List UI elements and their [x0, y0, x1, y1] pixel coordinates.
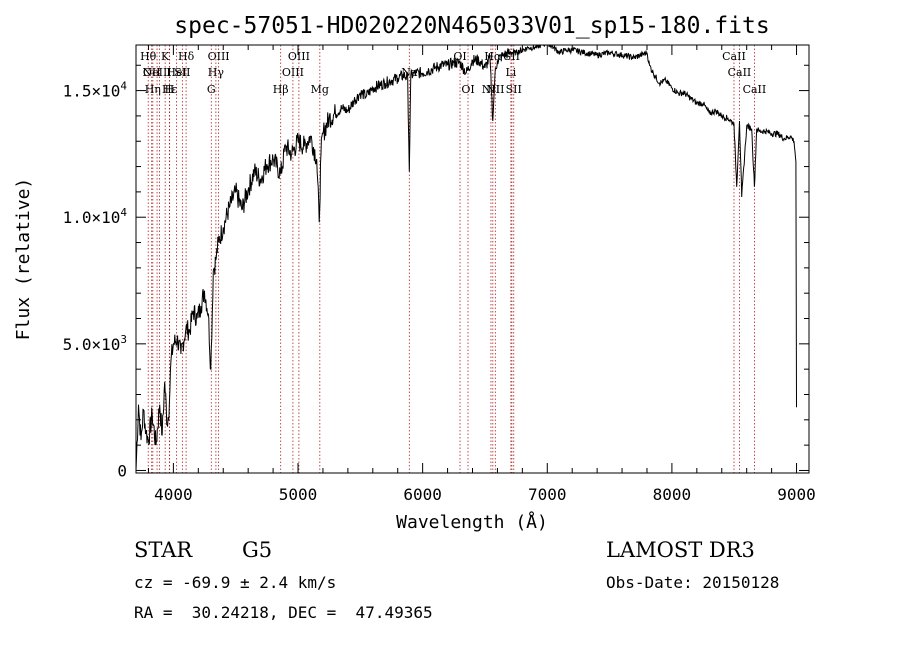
object-subclass: G5 [242, 538, 273, 562]
spectral-line-label: OI [461, 83, 474, 96]
spectral-line-label: Li [505, 66, 516, 79]
spectral-line-label: OIII [282, 66, 304, 79]
spectral-line-label: SII [174, 66, 190, 79]
coordinates: RA = 30.24218, DEC = 47.49365 [134, 603, 433, 622]
spectral-line-label: Na [401, 66, 418, 79]
y-axis-title: Flux (relative) [13, 178, 34, 341]
y-tick-label: 0 [117, 461, 127, 480]
object-class: STAR [134, 538, 193, 562]
spectral-line-label: NII [486, 83, 504, 96]
spectral-line-label: CaII [722, 50, 746, 63]
x-tick-label: 5000 [279, 485, 318, 504]
spectral-line-label: OIII [288, 50, 310, 63]
spectral-line-label: Hβ [273, 83, 289, 96]
spectral-line-label: CaII [728, 66, 752, 79]
spectral-line-label: NeIII [142, 66, 171, 79]
x-tick-label: 8000 [653, 485, 692, 504]
spectrum-line [135, 44, 797, 471]
spectral-line-label: OIII [208, 50, 230, 63]
spectral-line-label: H [165, 83, 175, 96]
spectral-line-label: G [207, 83, 216, 96]
y-tick-label: 1.5×104 [63, 80, 128, 101]
spectral-line-label: Hη [145, 83, 161, 96]
x-tick-label: 6000 [403, 485, 442, 504]
chart-marks: HθOIIHηNeIIIKHHεHeISIIHδGHγOIIIHβOIIIOII… [135, 44, 797, 473]
obs-date: Obs-Date: 20150128 [606, 573, 780, 592]
spectral-line-label: Mg [311, 83, 329, 96]
survey-name: LAMOST DR3 [606, 538, 755, 562]
spectral-line-label: K [161, 50, 170, 63]
spectral-line-label: SII [504, 50, 520, 63]
spectral-line-label: OII [143, 66, 161, 79]
x-tick-label: 7000 [528, 485, 567, 504]
spectral-line-label: CaII [743, 83, 767, 96]
y-tick-label: 5.0×103 [63, 333, 127, 354]
spectral-line-label: Hγ [208, 66, 225, 79]
spectral-line-label: Hδ [178, 50, 195, 63]
spectral-line-label: HeI [166, 66, 186, 79]
x-tick-label: 9000 [777, 485, 816, 504]
axis-ticks: 4000 5000 6000 7000 8000 9000 0 5.0×103 1.0×104 1… [63, 45, 816, 504]
x-tick-label: 4000 [154, 485, 193, 504]
chart-title: spec-57051-HD020220N465033V01_sp15-180.f… [174, 13, 769, 39]
y-tick-label: 1.0×104 [63, 206, 128, 227]
spectral-line-label: SII [506, 83, 522, 96]
redshift-readout: cz = -69.9 ± 2.4 km/s [134, 573, 337, 592]
spectral-line-label: Hε [162, 83, 178, 96]
spectral-line-label: Hθ [140, 50, 157, 63]
x-axis-title: Wavelength (Å) [396, 511, 548, 533]
